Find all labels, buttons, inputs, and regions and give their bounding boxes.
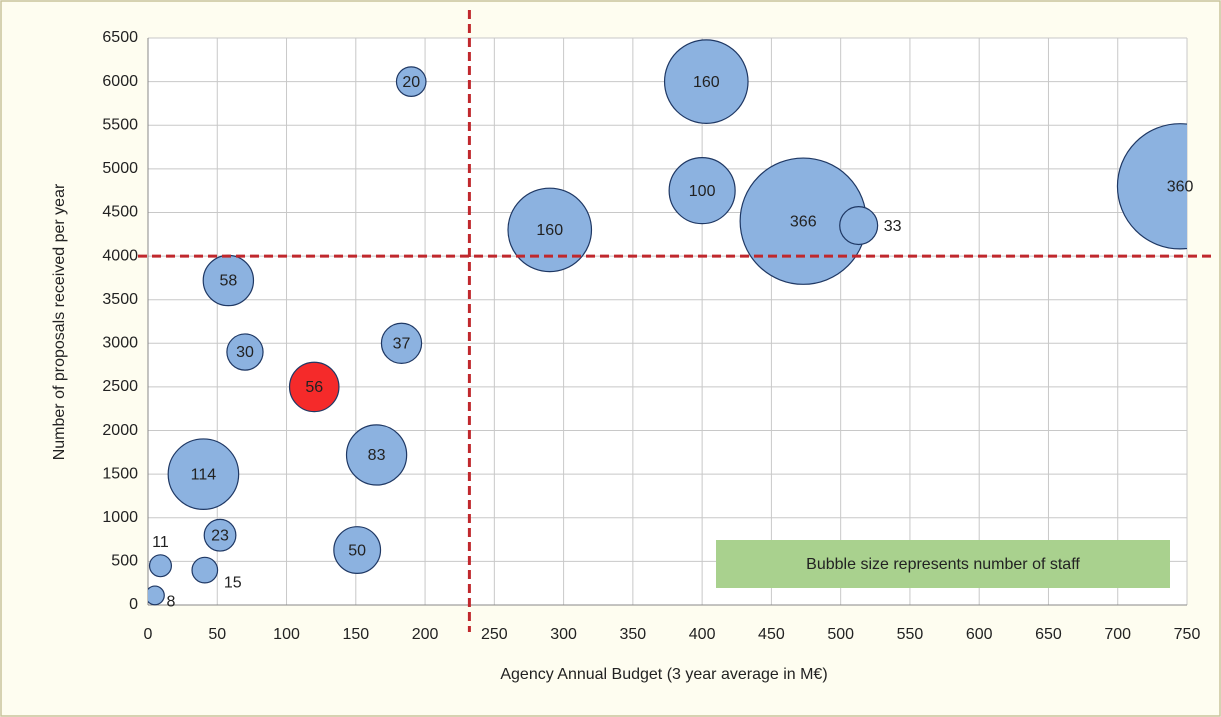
bubble: [668, 157, 736, 225]
y-tick-label: 4500: [102, 204, 138, 221]
y-tick-label: 5000: [102, 160, 138, 177]
bubble-label: 160: [536, 222, 563, 239]
bubble: [203, 518, 237, 552]
bubble: [288, 361, 340, 413]
x-tick-label: 300: [550, 626, 577, 643]
y-tick-label: 6500: [102, 29, 138, 46]
x-tick-label: 400: [689, 626, 716, 643]
bubble: [226, 333, 264, 371]
bubble: [380, 322, 423, 364]
bubble-label: 20: [402, 74, 420, 91]
x-tick-label: 700: [1104, 626, 1131, 643]
bubble: [148, 554, 173, 578]
bubble: [167, 438, 240, 510]
x-tick-label: 0: [144, 626, 153, 643]
x-tick-label: 450: [758, 626, 785, 643]
bubble: [1116, 123, 1187, 250]
y-tick-label: 6000: [102, 73, 138, 90]
y-tick-label: 500: [111, 553, 138, 570]
bubble: [333, 526, 382, 574]
x-tick-label: 200: [412, 626, 439, 643]
y-tick-label: 2000: [102, 422, 138, 439]
x-tick-label: 150: [342, 626, 369, 643]
y-tick-label: 3500: [102, 291, 138, 308]
bubble-label: 360: [1167, 179, 1194, 196]
y-tick-label: 4000: [102, 247, 138, 264]
x-tick-label: 600: [966, 626, 993, 643]
bubble-label: 11: [152, 534, 169, 551]
bubble-label: 114: [191, 466, 217, 483]
bubble: [345, 424, 408, 486]
bubble-label: 30: [236, 344, 254, 361]
bubble: [148, 585, 165, 606]
bubble-label: 8: [166, 594, 175, 611]
bubble-label: 33: [884, 218, 902, 235]
x-tick-label: 650: [1035, 626, 1062, 643]
bubble: [663, 39, 749, 124]
y-tick-label: 3000: [102, 335, 138, 352]
x-axis-label: Agency Annual Budget (3 year average in …: [500, 666, 827, 683]
x-tick-label: 500: [827, 626, 854, 643]
bubble: [191, 556, 219, 584]
bubbles: [148, 39, 1187, 606]
y-tick-label: 1500: [102, 465, 138, 482]
annotation-box: [716, 540, 1170, 588]
x-tick-label: 100: [273, 626, 300, 643]
bubble-label: 56: [305, 379, 323, 396]
bubble-label: 58: [219, 273, 237, 290]
bubble-label: 23: [211, 527, 229, 544]
bubble-label: 50: [348, 542, 366, 559]
bubble: [839, 205, 879, 246]
bubble-label: 366: [790, 213, 817, 230]
bubble-label: 160: [693, 74, 720, 91]
x-tick-label: 50: [208, 626, 226, 643]
reference-lines: [138, 10, 1215, 632]
grid: [147, 37, 1188, 606]
bubble: [507, 187, 593, 273]
bubble: [395, 66, 427, 97]
y-axis-label: Number of proposals received per year: [51, 183, 68, 460]
plot-area: [148, 38, 1187, 605]
x-tick-label: 550: [897, 626, 924, 643]
y-tick-label: 2500: [102, 378, 138, 395]
y-tick-label: 5500: [102, 116, 138, 133]
bubble-label: 15: [224, 574, 242, 591]
bubble-label: 83: [368, 447, 386, 464]
annotation: Bubble size represents number of staff: [806, 556, 1080, 573]
y-tick-label: 0: [129, 596, 138, 613]
x-tick-label: 750: [1174, 626, 1201, 643]
x-tick-label: 250: [481, 626, 508, 643]
y-tick-label: 1000: [102, 509, 138, 526]
x-tick-label: 350: [620, 626, 647, 643]
bubble-label: 100: [689, 183, 716, 200]
bubble-label: 37: [393, 336, 411, 353]
